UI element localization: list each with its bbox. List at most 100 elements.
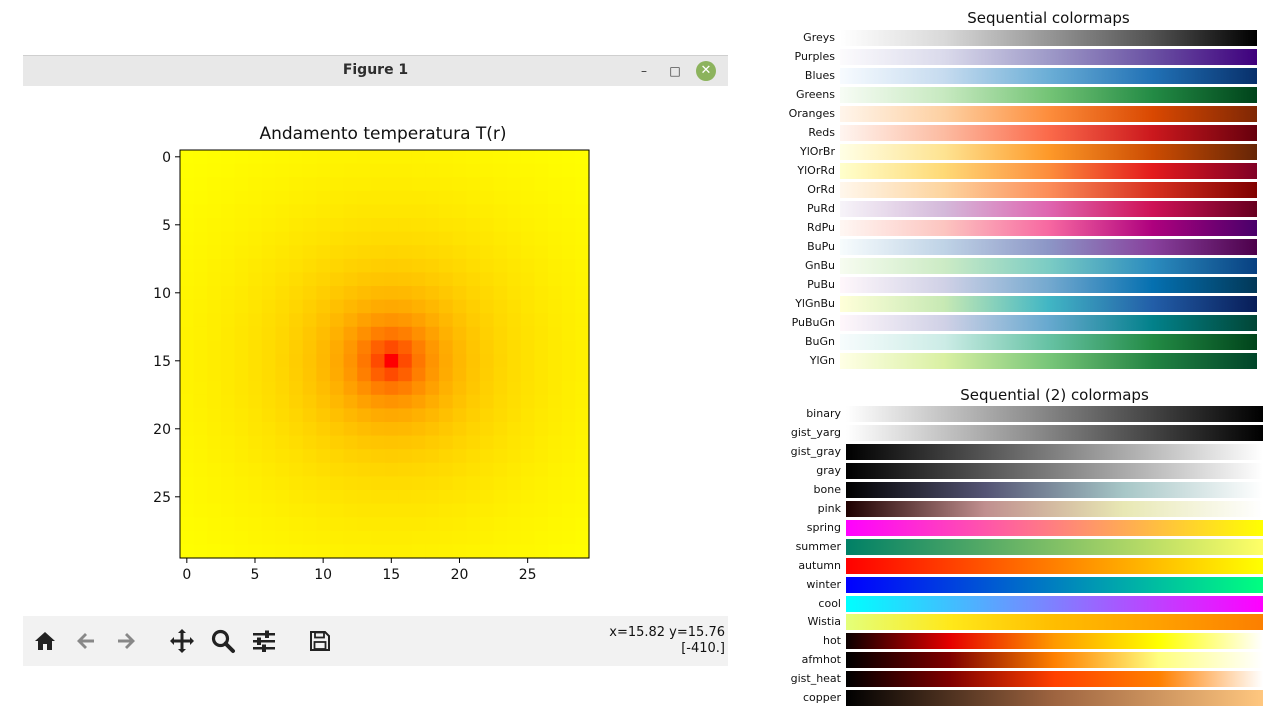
heatmap-cell	[575, 272, 590, 287]
heatmap-cell	[466, 490, 481, 505]
heatmap-cell	[248, 163, 263, 178]
heatmap-cell	[439, 476, 454, 491]
heatmap-cell	[575, 476, 590, 491]
heatmap-cell	[507, 517, 522, 532]
heatmap-cell	[193, 530, 208, 545]
heatmap-cell	[548, 150, 563, 165]
colormap-row: Reds	[808, 125, 1257, 141]
heatmap-cell	[234, 177, 249, 192]
heatmap-cell	[302, 286, 317, 301]
heatmap-cell	[261, 544, 277, 559]
heatmap-cell	[561, 340, 576, 355]
heatmap-cell	[180, 150, 195, 165]
heatmap-cell	[479, 517, 495, 532]
heatmap-cell	[398, 408, 413, 423]
heatmap-cell	[289, 340, 304, 355]
heatmap-cell	[370, 462, 386, 477]
plot-canvas[interactable]: Andamento temperatura T(r) 0 5 10 15 20 25 0 5…	[23, 85, 728, 616]
heatmap-cell	[248, 299, 263, 314]
minimize-button[interactable]: –	[641, 64, 647, 78]
heatmap-cell	[302, 422, 317, 437]
heatmap-cell	[439, 367, 454, 382]
colormap-gradient-bar	[846, 652, 1263, 669]
heatmap-cell	[384, 190, 399, 205]
heatmap-cell	[398, 503, 413, 518]
heatmap-cell	[534, 517, 549, 532]
colormap-row: afmhot	[802, 652, 1263, 669]
back-button[interactable]	[72, 627, 100, 655]
window-titlebar[interactable]: Figure 1 – □ ✕	[23, 55, 728, 86]
heatmap-cell	[384, 231, 399, 246]
heatmap-cell	[248, 190, 263, 205]
heatmap-cell	[398, 258, 413, 273]
pan-icon	[170, 629, 194, 653]
heatmap-cell	[248, 530, 263, 545]
heatmap-cell	[289, 408, 304, 423]
heatmap-cell	[343, 177, 358, 192]
heatmap-cell	[275, 517, 290, 532]
heatmap-cell	[343, 163, 358, 178]
heatmap-cell	[479, 503, 495, 518]
heatmap-cell	[493, 286, 508, 301]
heatmap-cell	[370, 326, 386, 341]
heatmap-cell	[302, 313, 317, 328]
heatmap-cell	[275, 218, 290, 233]
heatmap-cell	[207, 177, 222, 192]
heatmap-cell	[520, 299, 536, 314]
heatmap-cell	[302, 231, 317, 246]
heatmap-cell	[466, 381, 481, 396]
zoom-button[interactable]	[209, 627, 237, 655]
forward-button[interactable]	[112, 627, 140, 655]
colormap-gradient-bar	[840, 163, 1257, 179]
heatmap-cell	[357, 218, 372, 233]
heatmap-cell	[193, 476, 208, 491]
heatmap-cell	[507, 462, 522, 477]
heatmap-cell	[357, 517, 372, 532]
heatmap-cell	[248, 462, 263, 477]
save-button[interactable]	[306, 627, 334, 655]
heatmap-cell	[411, 503, 426, 518]
heatmap-cell	[261, 218, 277, 233]
heatmap-cell	[534, 408, 549, 423]
heatmap-cell	[534, 354, 549, 369]
heatmap-cell	[180, 408, 195, 423]
pan-button[interactable]	[168, 627, 196, 655]
heatmap-cell	[452, 449, 467, 464]
heatmap-cell	[575, 313, 590, 328]
heatmap-cell	[493, 340, 508, 355]
heatmap-cell	[561, 150, 576, 165]
heatmap-cell	[466, 476, 481, 491]
heatmap-cell	[425, 503, 440, 518]
heatmap-cell	[234, 381, 249, 396]
heatmap-cell	[261, 503, 277, 518]
heatmap-cell	[234, 258, 249, 273]
heatmap-cell	[479, 163, 495, 178]
maximize-button[interactable]: □	[669, 64, 681, 78]
colormap-label: gist_gray	[790, 444, 841, 458]
heatmap-cell	[534, 435, 549, 450]
heatmap-cell	[316, 381, 331, 396]
heatmap-cell	[534, 231, 549, 246]
colormap-row: OrRd	[807, 182, 1257, 198]
configure-subplots-icon	[253, 630, 275, 652]
heatmap-cell	[493, 258, 508, 273]
heatmap-cell	[289, 218, 304, 233]
heatmap-cell	[234, 340, 249, 355]
colormap-label: winter	[806, 577, 841, 591]
close-button[interactable]: ✕	[696, 61, 716, 81]
heatmap-cell	[343, 286, 358, 301]
colormap-gradient-bar	[846, 671, 1263, 688]
heatmap-cell	[398, 190, 413, 205]
heatmap-cell	[411, 245, 426, 260]
home-button[interactable]	[31, 627, 59, 655]
heatmap-cell	[425, 408, 440, 423]
heatmap-cell	[507, 530, 522, 545]
heatmap-cell	[398, 476, 413, 491]
configure-subplots-button[interactable]	[250, 627, 278, 655]
colormap-label: cool	[818, 596, 841, 610]
heatmap-cell	[261, 258, 277, 273]
heatmap-cell	[384, 449, 399, 464]
colormap-reference-figure: Sequential colormaps Greys Purples Blues Gre…	[760, 0, 1280, 720]
heatmap-cell	[316, 476, 331, 491]
heatmap-cell	[289, 503, 304, 518]
